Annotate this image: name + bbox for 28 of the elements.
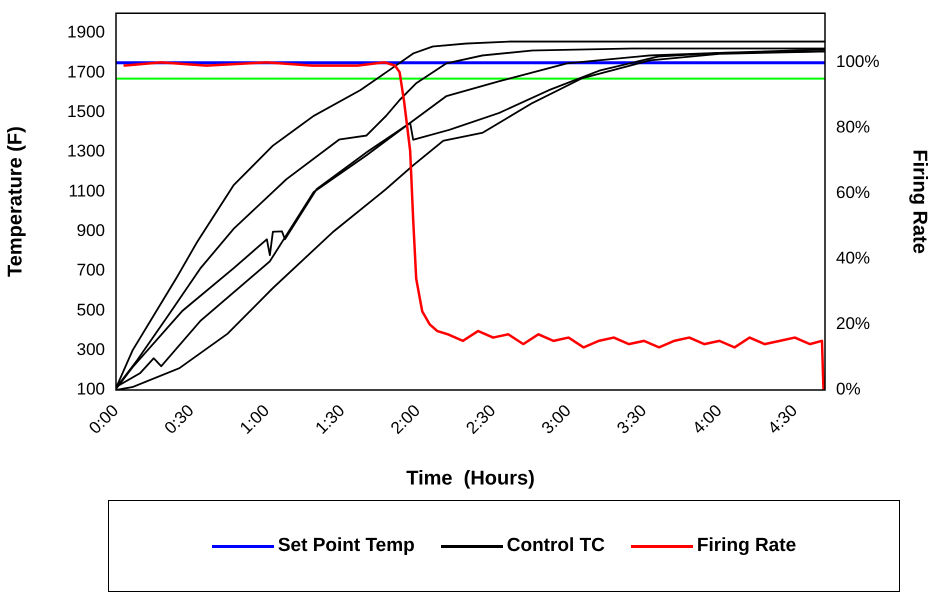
y2-tick-label: 20% (836, 314, 870, 334)
x-tick-label: 0:30 (160, 400, 198, 438)
y-tick-label: 1500 (67, 102, 105, 122)
legend-label: Set Point Temp (278, 535, 415, 557)
legend-label: Control TC (506, 535, 605, 557)
y-tick-label: 1300 (67, 142, 105, 161)
x-axis-title: Time (Hours) (406, 468, 535, 490)
x-tick-label: 3:30 (613, 400, 650, 438)
y-tick-label: 500 (76, 300, 105, 320)
y-tick-label: 100 (76, 380, 105, 399)
legend-label: Firing Rate (696, 535, 796, 557)
y-tick-label: 1100 (68, 181, 105, 200)
y2-tick-label: 0% (836, 380, 861, 399)
y-tick-label: 1900 (67, 22, 105, 42)
x-tick-label: 0:00 (85, 400, 122, 438)
y2-tick-label: 80% (836, 118, 870, 137)
x-tick-label: 3:00 (538, 400, 575, 438)
y-tick-label: 1700 (67, 62, 105, 82)
x-tick-label: 4:30 (764, 400, 801, 438)
y2-tick-label: 60% (836, 183, 870, 202)
y-tick-label: 300 (76, 340, 105, 360)
y-axis-title: Temperature (F) (4, 126, 27, 277)
y-tick-label: 700 (76, 260, 105, 280)
y2-axis-title: Firing Rate (908, 149, 930, 254)
y2-tick-label: 100% (836, 52, 880, 72)
y2-tick-label: 40% (836, 248, 870, 268)
y-tick-label: 900 (76, 221, 105, 240)
x-tick-label: 4:00 (688, 400, 726, 438)
